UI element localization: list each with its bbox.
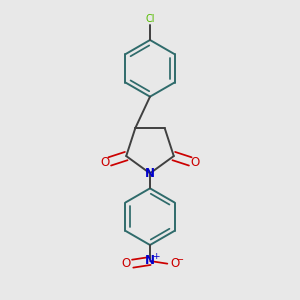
Text: O: O	[191, 155, 200, 169]
Text: −: −	[176, 255, 184, 265]
Text: N: N	[145, 254, 155, 268]
Text: O: O	[170, 257, 179, 270]
Text: N: N	[145, 167, 155, 180]
Text: Cl: Cl	[145, 14, 155, 24]
Text: +: +	[152, 252, 159, 261]
Text: O: O	[100, 155, 109, 169]
Text: O: O	[122, 257, 131, 270]
